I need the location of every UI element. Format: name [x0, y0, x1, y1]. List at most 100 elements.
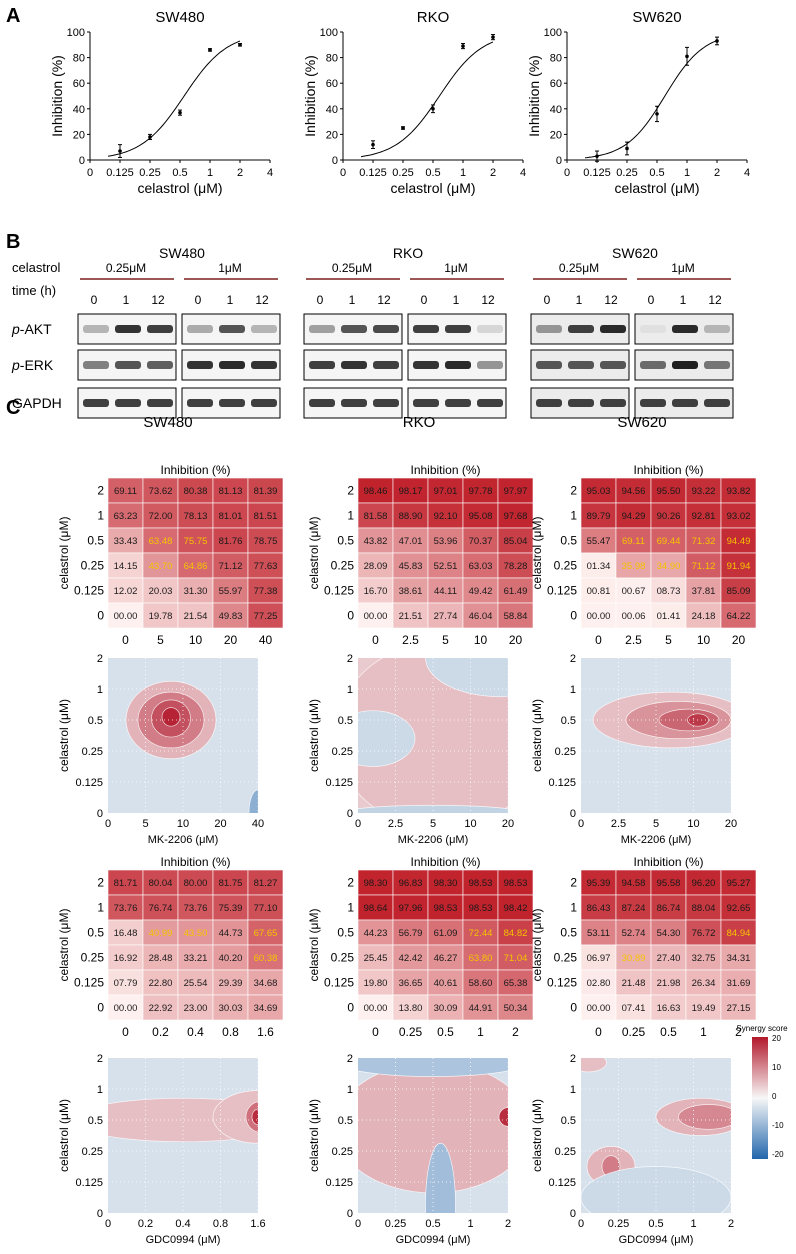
- cell-value: 47.01: [399, 536, 423, 547]
- heatmap-cell: [462, 919, 499, 946]
- y-tick-label: 0.5: [88, 715, 103, 727]
- cell-value: 00.00: [114, 611, 138, 622]
- x-tick-label: 1: [460, 167, 466, 179]
- cell-value: 34.90: [657, 561, 681, 572]
- blot-band: [672, 361, 698, 369]
- cell-value: 91.94: [727, 561, 751, 572]
- x-tick-label: 2: [728, 1218, 734, 1230]
- row-tick-label: 2: [570, 484, 577, 498]
- cell-value: 64.86: [184, 561, 208, 572]
- x-axis-label: MK-2206 (μM): [398, 834, 469, 846]
- cell-value: 14.15: [114, 561, 138, 572]
- cell-value: 95.58: [657, 878, 681, 889]
- heatmap-cell: [720, 602, 757, 629]
- y-axis-label: celastrol (μM): [57, 699, 71, 772]
- cell-value: 31.30: [184, 586, 208, 597]
- time-label: 1: [227, 293, 234, 307]
- data-point: [461, 44, 465, 48]
- blot-band: [600, 361, 626, 369]
- cell-value: 93.22: [692, 486, 716, 497]
- blot-band: [536, 361, 562, 369]
- blot-band: [640, 399, 666, 407]
- cell-value: 40.61: [434, 978, 458, 989]
- heatmap-cell: [615, 577, 652, 604]
- data-point: [118, 149, 122, 153]
- cell-value: 00.81: [587, 586, 611, 597]
- row-tick-label: 0.125: [547, 976, 577, 990]
- contour-level: [251, 1108, 258, 1125]
- heatmap-cell: [427, 919, 464, 946]
- blot-band: [309, 325, 335, 333]
- cell-value: 94.49: [727, 536, 751, 547]
- contour-level: [581, 1058, 607, 1073]
- y-tick-label: 40: [73, 104, 85, 116]
- col-tick-label: 0.25: [399, 1025, 423, 1039]
- time-label: 1: [123, 293, 130, 307]
- inhibition-heatmap: Inhibition (%) 2 69.11 73.62 80.38 81.13 81.39…: [57, 463, 284, 647]
- row-tick-label: 0.5: [337, 926, 354, 940]
- col-tick-label: 20: [732, 633, 746, 647]
- y-tick-label: 0: [97, 1208, 103, 1220]
- heatmap-cell: [142, 969, 179, 996]
- cell-value: 30.03: [219, 1003, 243, 1014]
- heatmap-cell: [142, 919, 179, 946]
- heatmap-cell: [247, 477, 284, 504]
- cell-value: 45.83: [399, 561, 423, 572]
- heatmap-cell: [177, 477, 214, 504]
- col-tick-label: 2: [735, 1025, 742, 1039]
- y-tick-label: 0.25: [555, 746, 576, 758]
- y-tick-label: 0: [556, 155, 562, 167]
- x-axis-label: GDC0994 (μM): [396, 1234, 471, 1246]
- blot-band: [341, 325, 367, 333]
- y-tick-label: 1: [570, 684, 576, 696]
- cell-value: 78.75: [254, 536, 278, 547]
- col-tick-label: 0: [595, 633, 602, 647]
- cell-value: 16.48: [114, 928, 138, 939]
- heatmap-cell: [177, 577, 214, 604]
- x-tick-label: 1: [207, 167, 213, 179]
- y-axis-label: celastrol (μM): [307, 1099, 321, 1172]
- data-point: [655, 112, 659, 116]
- row-tick-label: 0: [347, 609, 354, 623]
- heatmap-cell: [177, 527, 214, 554]
- col-tick-label: 0.4: [187, 1025, 204, 1039]
- heatmap-cell: [212, 527, 249, 554]
- col-tick-label: 0: [372, 633, 379, 647]
- x-tick-label: 0: [340, 167, 346, 179]
- cell-value: 32.75: [692, 953, 716, 964]
- heatmap-cell: [357, 894, 394, 921]
- x-tick-label: 10: [687, 818, 699, 830]
- heatmap-cell: [247, 502, 284, 529]
- cell-value: 72.00: [149, 511, 173, 522]
- heatmap-cell: [392, 477, 429, 504]
- blot-band: [83, 399, 109, 407]
- heatmap-cell: [212, 944, 249, 971]
- heatmap-cell: [247, 527, 284, 554]
- col-tick-label: 1: [700, 1025, 707, 1039]
- blot-band: [115, 361, 141, 369]
- legend-tick-label: 20: [772, 1034, 781, 1043]
- cell-value: 49.83: [219, 611, 243, 622]
- cell-value: 77.38: [254, 586, 278, 597]
- cell-value: 97.68: [504, 511, 528, 522]
- col-tick-label: 20: [509, 633, 523, 647]
- y-tick-label: 0: [79, 155, 85, 167]
- synergy-contour: 0 0.125 0.25 0.5 1 2 0 0.25 0.5 1 2 GDC0994 (μM) cel…: [307, 1053, 511, 1246]
- heatmap-cell: [580, 919, 617, 946]
- x-tick-label: 4: [744, 167, 750, 179]
- time-label: 12: [481, 293, 495, 307]
- y-tick-label: 1: [97, 684, 103, 696]
- cell-value: 97.96: [399, 903, 423, 914]
- protein-name: -AKT: [20, 321, 52, 337]
- heatmap-cell: [720, 894, 757, 921]
- y-axis-label: Inhibition (%): [526, 55, 542, 137]
- heatmap-cell: [462, 969, 499, 996]
- y-axis-label: Inhibition (%): [302, 55, 318, 137]
- cell-value: 61.49: [504, 586, 528, 597]
- cell-value: 72.44: [469, 928, 493, 939]
- blot-band: [187, 399, 213, 407]
- x-axis-label: celastrol (μM): [390, 180, 475, 196]
- cell-value: 84.94: [727, 928, 751, 939]
- heatmap-cell: [427, 994, 464, 1021]
- heatmap-cell: [462, 502, 499, 529]
